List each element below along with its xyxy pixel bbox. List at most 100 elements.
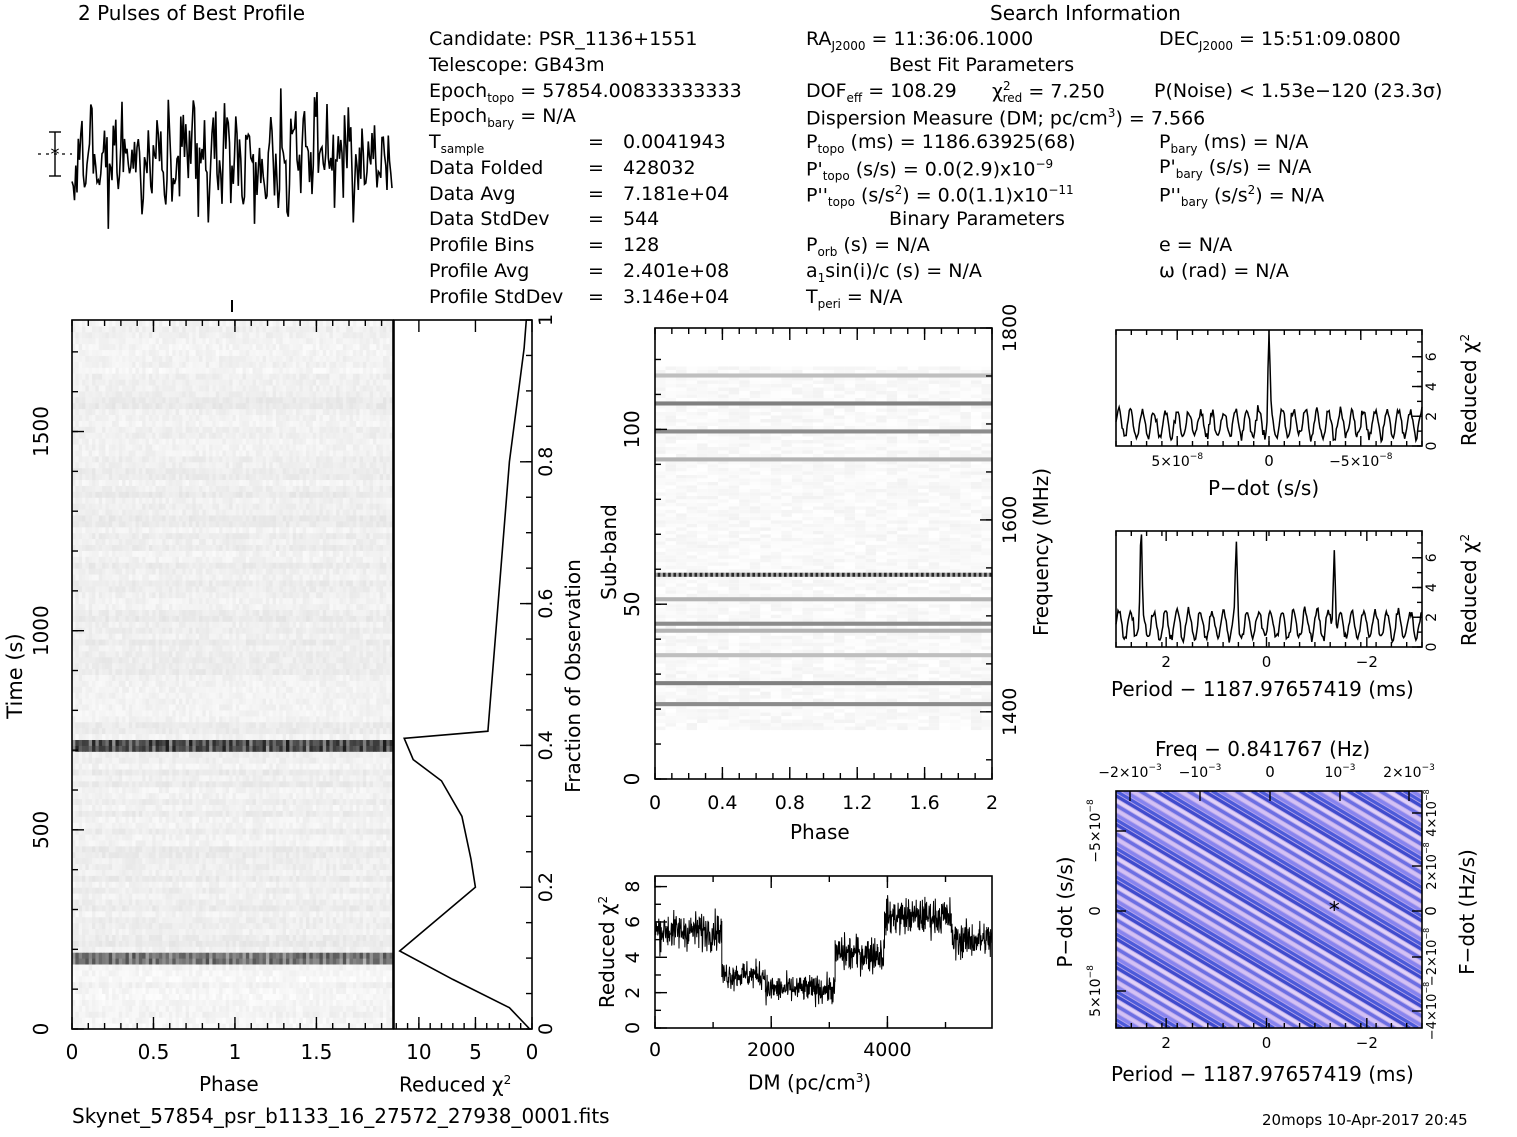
heatmap-cell <box>149 781 153 787</box>
heatmap-cell <box>85 728 89 734</box>
heatmap-cell <box>249 757 253 763</box>
heatmap-cell <box>360 982 364 988</box>
heatmap-cell <box>202 745 206 751</box>
heatmap-cell <box>253 899 257 905</box>
heatmap-cell <box>326 804 330 810</box>
heatmap-cell <box>306 864 310 870</box>
heatmap-cell <box>246 934 250 940</box>
heatmap-cell <box>326 940 330 946</box>
heatmap-cell <box>99 804 103 810</box>
heatmap-cell <box>269 934 273 940</box>
heatmap-cell <box>102 994 106 1000</box>
heatmap-cell <box>109 739 113 745</box>
heatmap-cell <box>376 840 380 846</box>
heatmap-cell <box>316 757 320 763</box>
heatmap-cell <box>102 793 106 799</box>
heatmap-cell <box>256 799 260 805</box>
heatmap-cell <box>239 757 243 763</box>
heatmap-cell <box>346 923 350 929</box>
heatmap-cell <box>286 934 290 940</box>
heatmap-cell <box>82 1005 86 1011</box>
heatmap-cell <box>109 793 113 799</box>
heatmap-cell <box>249 994 253 1000</box>
heatmap-cell <box>182 1005 186 1011</box>
heatmap-cell <box>356 745 360 751</box>
heatmap-cell <box>323 899 327 905</box>
heatmap-cell <box>229 734 233 740</box>
heatmap-cell <box>156 781 160 787</box>
heatmap-cell <box>192 858 196 864</box>
heatmap-cell <box>92 799 96 805</box>
heatmap-cell <box>293 934 297 940</box>
heatmap-cell <box>229 846 233 852</box>
heatmap-cell <box>293 976 297 982</box>
heatmap-cell <box>89 1011 93 1017</box>
heatmap-cell <box>326 899 330 905</box>
heatmap-cell <box>233 793 237 799</box>
heatmap-cell <box>132 893 136 899</box>
heatmap-cell <box>219 958 223 964</box>
heatmap-cell <box>259 757 263 763</box>
heatmap-cell <box>246 994 250 1000</box>
heatmap-cell <box>89 799 93 805</box>
heatmap-cell <box>336 834 340 840</box>
heatmap-cell <box>95 1017 99 1023</box>
heatmap-cell <box>85 899 89 905</box>
heatmap-cell <box>276 751 280 757</box>
heatmap-cell <box>229 899 233 905</box>
heatmap-cell <box>326 828 330 834</box>
heatmap-cell <box>269 781 273 787</box>
heatmap-cell <box>313 751 317 757</box>
heatmap-cell <box>176 934 180 940</box>
heatmap-cell <box>386 982 390 988</box>
heatmap-cell <box>236 917 240 923</box>
heatmap-cell <box>99 869 103 875</box>
heatmap-cell <box>383 999 387 1005</box>
heatmap-cell <box>119 846 123 852</box>
heatmap-cell <box>366 946 370 952</box>
heatmap-cell <box>273 923 277 929</box>
heatmap-cell <box>340 881 344 887</box>
heatmap-cell <box>172 775 176 781</box>
heatmap-cell <box>136 864 140 870</box>
heatmap-cell <box>169 917 173 923</box>
heatmap-cell <box>276 881 280 887</box>
heatmap-cell <box>366 834 370 840</box>
heatmap-cell <box>152 887 156 893</box>
heatmap-cell <box>360 1011 364 1017</box>
heatmap-cell <box>239 881 243 887</box>
heatmap-cell <box>306 940 310 946</box>
heatmap-cell <box>383 958 387 964</box>
heatmap-cell <box>102 911 106 917</box>
heatmap-cell <box>142 952 146 958</box>
heatmap-cell <box>249 923 253 929</box>
heatmap-cell <box>253 834 257 840</box>
heatmap-cell <box>350 899 354 905</box>
heatmap-cell <box>253 946 257 952</box>
heatmap-cell <box>279 905 283 911</box>
heatmap-cell <box>336 763 340 769</box>
heatmap-cell <box>313 982 317 988</box>
heatmap-cell <box>139 787 143 793</box>
heatmap-cell <box>182 869 186 875</box>
heatmap-cell <box>146 899 150 905</box>
heatmap-cell <box>99 988 103 994</box>
heatmap-cell <box>226 934 230 940</box>
heatmap-cell <box>156 793 160 799</box>
heatmap-cell <box>156 905 160 911</box>
heatmap-cell <box>202 982 206 988</box>
heatmap-cell <box>319 751 323 757</box>
heatmap-cell <box>233 994 237 1000</box>
heatmap-cell <box>343 934 347 940</box>
heatmap-cell <box>149 858 153 864</box>
heatmap-cell <box>149 799 153 805</box>
heatmap-cell <box>313 929 317 935</box>
heatmap-cell <box>340 840 344 846</box>
heatmap-cell <box>353 858 357 864</box>
heatmap-cell <box>139 946 143 952</box>
heatmap-cell <box>222 846 226 852</box>
heatmap-cell <box>233 751 237 757</box>
heatmap-cell <box>196 999 200 1005</box>
heatmap-cell <box>313 970 317 976</box>
heatmap-cell <box>132 734 136 740</box>
